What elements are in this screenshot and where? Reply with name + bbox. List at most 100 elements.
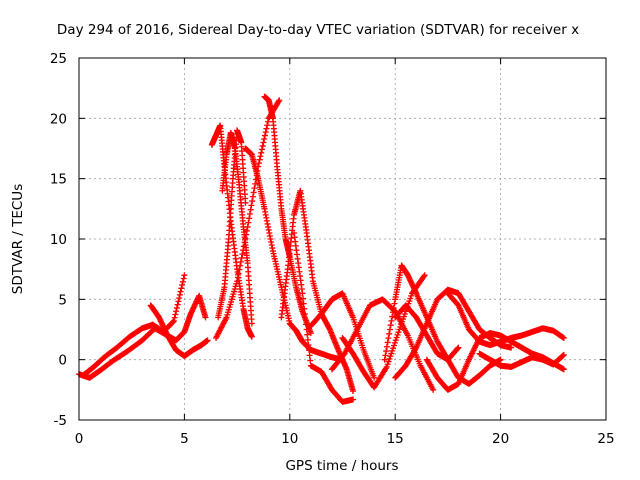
series-track-c (147, 302, 211, 360)
data-point (250, 189, 257, 196)
data-point (421, 272, 428, 279)
series-track-o (381, 262, 504, 387)
data-point (383, 363, 390, 370)
data-point (174, 301, 181, 308)
series-track-f (219, 129, 255, 327)
data-point (390, 345, 397, 352)
data-point (382, 352, 389, 359)
data-point (262, 129, 269, 136)
data-point (170, 318, 177, 325)
data-point (176, 291, 183, 298)
series-track-l (307, 290, 378, 381)
data-point (261, 136, 268, 143)
data-point (178, 285, 185, 292)
data-point (259, 142, 266, 149)
data-point (171, 314, 178, 321)
data-point (394, 331, 401, 338)
data-point (304, 331, 311, 338)
y-tick-label: 15 (50, 172, 67, 188)
x-tick-label: 5 (180, 431, 189, 447)
data-point (301, 310, 308, 317)
data-point (383, 343, 390, 350)
series-track-s (476, 350, 567, 370)
data-point (384, 361, 391, 368)
data-point (306, 347, 313, 354)
data-point (264, 118, 271, 125)
series-track-j (278, 187, 357, 395)
axis-ticks: 0 5 10 15 20 25 -5 0 5 10 15 20 25 (50, 51, 615, 447)
data-point (239, 251, 246, 258)
data-point (301, 305, 308, 312)
chart-title: Day 294 of 2016, Sidereal Day-to-day VTE… (57, 22, 579, 38)
data-point (389, 347, 396, 354)
data-point (386, 355, 393, 362)
data-point (245, 219, 252, 226)
data-point (234, 274, 241, 281)
data-point (242, 235, 249, 242)
data-point (299, 290, 306, 297)
data-point (179, 278, 186, 285)
y-tick-label: -5 (54, 413, 67, 429)
data-point (390, 342, 397, 349)
data-point (560, 351, 567, 358)
data-point (257, 153, 264, 160)
x-tick-label: 0 (75, 431, 84, 447)
data-point (237, 262, 244, 269)
data-point (252, 180, 259, 187)
data-point (173, 308, 180, 315)
x-tick-label: 15 (387, 431, 404, 447)
y-tick-label: 20 (50, 111, 67, 127)
data-point (381, 356, 388, 363)
data-point (179, 282, 186, 289)
x-tick-label: 10 (281, 431, 298, 447)
data-point (560, 366, 567, 373)
data-point (305, 342, 312, 349)
data-point (390, 304, 397, 311)
data-point (307, 357, 314, 364)
data-point (238, 254, 245, 261)
data-point (249, 198, 256, 205)
x-axis-label: GPS time / hours (285, 458, 398, 474)
data-point (246, 215, 253, 222)
data-point (386, 330, 393, 337)
data-point (235, 270, 242, 277)
data-point (246, 211, 253, 218)
data-point (560, 334, 567, 341)
x-tick-label: 25 (597, 431, 614, 447)
data-point (258, 146, 265, 153)
data-point (247, 206, 254, 213)
data-point (497, 356, 504, 363)
y-tick-label: 25 (50, 51, 67, 67)
data-point (256, 156, 263, 163)
data-point (236, 266, 243, 273)
data-point (251, 185, 258, 192)
data-point (420, 273, 427, 280)
y-axis-label: SDTVAR / TECUs (10, 184, 26, 294)
series-track-k (291, 229, 357, 405)
data-point (391, 300, 398, 307)
data-point (387, 353, 394, 360)
series-track-t (392, 302, 462, 363)
data-point (275, 98, 282, 105)
data-point (204, 337, 211, 344)
data-point (172, 311, 179, 318)
data-point (173, 304, 180, 311)
data-point (276, 97, 283, 104)
data-point (177, 288, 184, 295)
data-point (392, 337, 399, 344)
data-point (388, 350, 395, 357)
series-track-r (444, 290, 567, 349)
data-point (388, 317, 395, 324)
data-point (258, 149, 265, 156)
data-point (244, 223, 251, 230)
data-point (181, 272, 188, 279)
data-point (176, 295, 183, 302)
y-tick-label: 5 (58, 292, 67, 308)
data-point (307, 330, 314, 337)
data-point (240, 247, 247, 254)
data-point (170, 318, 177, 325)
data-point (243, 231, 250, 238)
y-tick-label: 0 (58, 353, 67, 369)
data-point (385, 335, 392, 342)
data-point (508, 344, 515, 351)
